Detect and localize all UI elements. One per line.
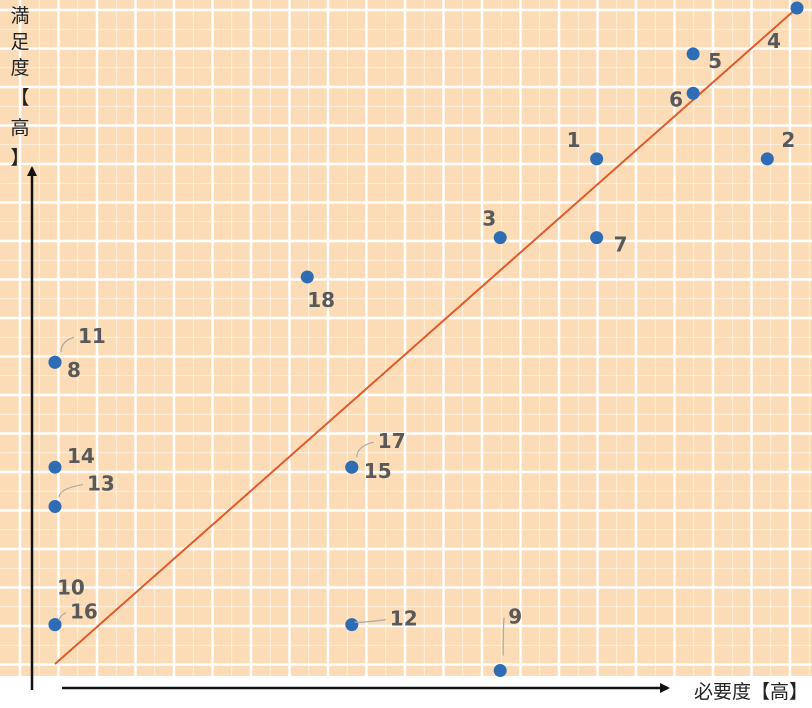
point-label-1: 1 (567, 128, 581, 152)
point-12 (345, 618, 359, 632)
point-label-5: 5 (708, 49, 722, 73)
y-axis-title-char: 足 (10, 31, 29, 53)
point-5 (686, 47, 700, 61)
point-label-10: 10 (57, 576, 85, 600)
point-label-3: 3 (482, 207, 496, 231)
point-label-12: 12 (390, 607, 418, 631)
y-axis-title: 満足度【高】 (10, 5, 29, 169)
point-label-9: 9 (508, 605, 522, 629)
point-label-18: 18 (307, 288, 335, 312)
point-label-7: 7 (614, 233, 628, 257)
point-label-15: 15 (364, 459, 392, 483)
x-axis-title: 必要度【高】 (694, 681, 808, 703)
point-14 (48, 460, 62, 474)
point-1 (590, 152, 604, 166)
y-axis-title-char: 高 (10, 117, 29, 139)
point-3 (493, 231, 507, 245)
y-axis-title-char: 】 (10, 147, 29, 169)
point-label-16: 16 (70, 600, 98, 624)
point-label-13: 13 (87, 472, 115, 496)
point-11 (48, 355, 62, 369)
point-4 (790, 1, 804, 15)
point-2 (760, 152, 774, 166)
y-axis-title-char: 度 (10, 57, 29, 79)
point-label-4: 4 (767, 29, 781, 53)
point-label-6: 6 (669, 87, 683, 111)
point-7 (590, 231, 604, 245)
point-6 (686, 86, 700, 100)
point-label-11: 11 (78, 324, 106, 348)
diagonal-reference-line (54, 7, 798, 665)
point-9 (493, 664, 507, 678)
leader-line-12 (354, 619, 386, 623)
point-label-14: 14 (67, 444, 95, 468)
point-18 (300, 270, 314, 284)
leader-line-13 (58, 483, 84, 498)
leader-line-16 (58, 612, 67, 621)
leader-line-17 (356, 441, 374, 458)
point-label-8: 8 (67, 358, 81, 382)
point-16 (48, 618, 62, 632)
point-label-17: 17 (378, 429, 406, 453)
grid-lines (0, 0, 812, 676)
y-axis-title-char: 満 (10, 5, 29, 27)
data-points (48, 1, 804, 678)
point-13 (48, 500, 62, 514)
y-axis-title-char: 【 (10, 87, 29, 109)
leader-line-11 (60, 336, 75, 353)
point-label-2: 2 (781, 128, 795, 152)
point-17 (345, 460, 359, 474)
leader-line-9 (502, 617, 505, 656)
